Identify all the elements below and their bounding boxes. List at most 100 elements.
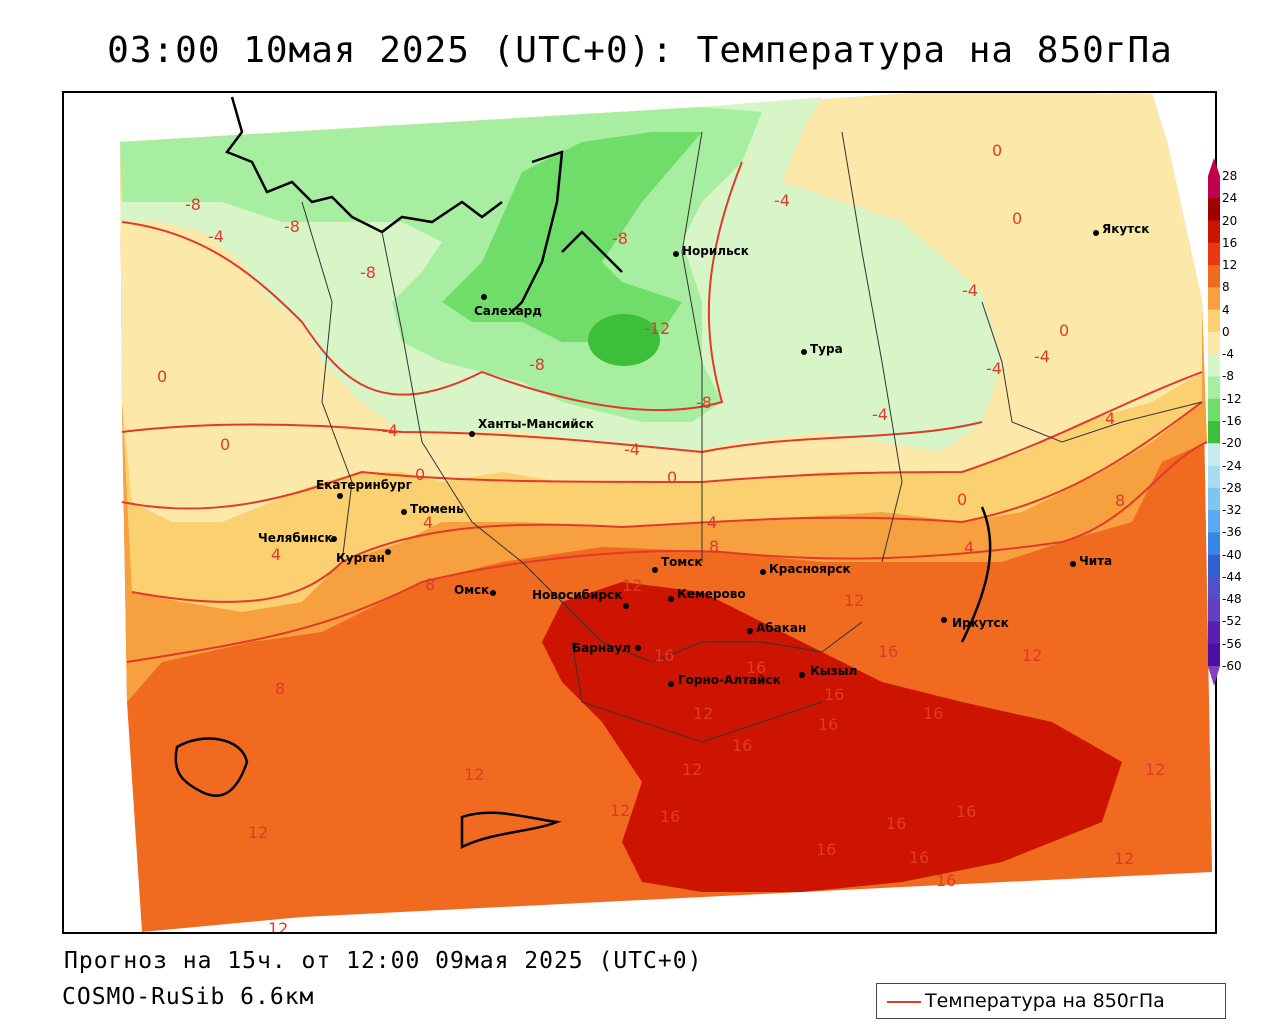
isotherm-label: 12: [268, 919, 288, 934]
isotherm-label: -8: [360, 263, 376, 282]
colorbar-tick-label: -60: [1222, 659, 1242, 673]
colorbar-swatch: [1208, 309, 1220, 333]
isotherm-label: 12: [610, 801, 630, 820]
forecast-info: Прогноз на 15ч. от 12:00 09мая 2025 (UTC…: [64, 948, 703, 974]
isotherm-label: 16: [746, 658, 766, 677]
colorbar-graphic: [1208, 158, 1220, 686]
isotherm-label: 4: [1105, 409, 1115, 428]
city-marker: [331, 536, 337, 542]
isotherm-label: 0: [1059, 321, 1069, 340]
city-label: Кызыл: [810, 664, 857, 678]
isotherm-label: 16: [878, 642, 898, 661]
isotherm-label: 16: [660, 807, 680, 826]
colorbar-top-arrow: [1208, 158, 1220, 176]
city-marker: [747, 628, 753, 634]
isotherm-label: 12: [682, 760, 702, 779]
colorbar-swatch: [1208, 487, 1220, 511]
legend: Температура на 850гПа: [876, 983, 1226, 1019]
colorbar-tick-label: -12: [1222, 391, 1242, 406]
city-markers: Якутск Норильск Салехард Тура Ханты-Манс…: [258, 222, 1149, 687]
colorbar-swatch: [1208, 176, 1220, 199]
colorbar-tick-label: 0: [1222, 324, 1230, 339]
legend-label: Температура на 850гПа: [925, 990, 1165, 1012]
colorbar-tick-label: -20: [1222, 436, 1242, 451]
city-label: Омск: [454, 583, 489, 597]
city-label: Салехард: [474, 304, 542, 318]
city-marker: [673, 251, 679, 257]
region-borders: [301, 131, 1203, 743]
isotherm-label: 0: [157, 367, 167, 386]
isotherm-label: 16: [886, 814, 906, 833]
city-marker: [799, 672, 805, 678]
isotherm-label: -4: [624, 440, 640, 459]
city-label: Иркутск: [952, 616, 1009, 630]
isotherm-label: 16: [816, 840, 836, 859]
isotherm-label: 4: [964, 538, 974, 557]
colorbar-swatch: [1208, 576, 1220, 600]
isotherm-label: 4: [271, 545, 281, 564]
isotherm-label: 4: [707, 513, 717, 532]
city-label: Тюмень: [410, 502, 464, 516]
isotherm-label: 16: [818, 715, 838, 734]
isotherm-label: -8: [185, 195, 201, 214]
colorbar-swatch: [1208, 398, 1220, 422]
colorbar-tick-label: 28: [1222, 169, 1238, 183]
isotherm-label: -4: [208, 227, 224, 246]
isotherm-label: -4: [986, 359, 1002, 378]
colorbar-tick-label: -32: [1222, 503, 1242, 518]
isotherm-label: 8: [1115, 491, 1125, 510]
city-label: Чита: [1079, 554, 1112, 568]
city-label: Екатеринбург: [316, 478, 412, 492]
city-label: Горно-Алтайск: [678, 673, 781, 687]
colorbar-tick-label: -16: [1222, 414, 1242, 428]
isotherm-label: -4: [872, 405, 888, 424]
city-marker: [652, 567, 658, 573]
colorbar-tick-label: -40: [1222, 547, 1242, 562]
isotherm-value-labels: -8 -4 -8 -8 -8 -12 -8 -8 -4 -4 -4 -4 0 0…: [157, 141, 1165, 934]
colorbar-swatch: [1208, 242, 1220, 266]
isotherm-label: -8: [612, 229, 628, 248]
colorbar-tick-label: 8: [1222, 280, 1230, 295]
isotherm-label: 12: [622, 576, 642, 595]
city-label: Ханты-Мансийск: [478, 417, 594, 431]
colorbar-swatch: [1208, 532, 1220, 556]
isotherm-label: 16: [936, 871, 956, 890]
isotherm-label: -4: [774, 191, 790, 210]
isotherm-label: 0: [415, 465, 425, 484]
isotherm-label: 0: [1012, 209, 1022, 228]
isotherm-label: 16: [824, 685, 844, 704]
isotherm-label: 0: [957, 490, 967, 509]
colorbar-tick-label: -48: [1222, 592, 1242, 607]
isotherm-label: 12: [248, 823, 268, 842]
colorbar-bottom-arrow: [1208, 666, 1220, 686]
colorbar-tick-label: -8: [1222, 369, 1234, 384]
city-label: Тура: [810, 342, 843, 356]
isotherm-label: 12: [464, 765, 484, 784]
colorbar-tick-label: -52: [1222, 614, 1242, 629]
city-label: Абакан: [756, 621, 806, 635]
city-marker: [760, 569, 766, 575]
colorbar-swatch: [1208, 443, 1220, 467]
colorbar-tick-label: -44: [1222, 569, 1242, 584]
city-marker: [481, 294, 487, 300]
isotherm-label: 12: [1022, 646, 1042, 665]
isotherm-label: -4: [1034, 347, 1050, 366]
isotherm-label: -4: [962, 281, 978, 300]
city-marker: [385, 549, 391, 555]
city-marker: [668, 681, 674, 687]
isotherm-label: 12: [844, 591, 864, 610]
coastlines: [174, 96, 992, 850]
city-label: Челябинск: [258, 531, 333, 545]
colorbar-swatch: [1208, 376, 1220, 400]
legend-line-swatch: [887, 1001, 921, 1003]
colorbar-tick-label: 20: [1222, 213, 1238, 228]
colorbar-swatch: [1208, 599, 1220, 622]
colorbar-swatch: [1208, 331, 1220, 355]
colorbar-swatch: [1208, 465, 1220, 489]
city-marker: [1093, 230, 1099, 236]
colorbar: [1200, 158, 1280, 688]
isotherm-label: 16: [654, 646, 674, 665]
page-title: 03:00 10мая 2025 (UTC+0): Температура на…: [107, 30, 1173, 71]
isotherm-label: 8: [709, 537, 719, 556]
city-marker: [401, 509, 407, 515]
